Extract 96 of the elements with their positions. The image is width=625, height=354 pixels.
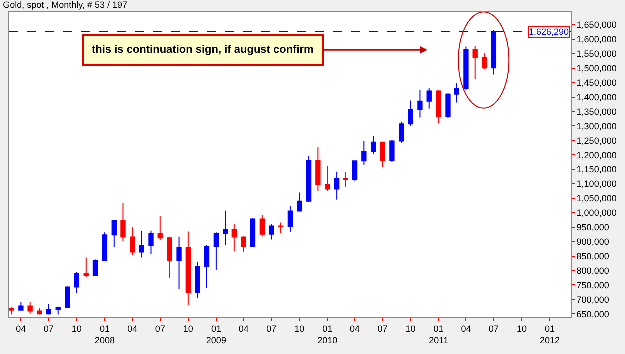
x-tick-label: 04 xyxy=(16,324,26,334)
candlestick xyxy=(306,156,312,203)
y-tick-label: 900,000 xyxy=(576,236,610,247)
y-tick-label: 1,500,000 xyxy=(576,64,617,74)
candlestick xyxy=(214,232,220,271)
candlestick xyxy=(9,306,14,316)
y-tick-label: 950,000 xyxy=(576,222,610,233)
candlestick xyxy=(241,236,246,252)
x-tick-label: 04 xyxy=(461,324,472,334)
x-tick-label: 10 xyxy=(183,324,194,334)
candlestick xyxy=(112,220,117,248)
y-tick-label: 1,100,000 xyxy=(576,179,617,190)
y-tick-label: 1,150,000 xyxy=(576,164,617,175)
candlestick xyxy=(167,236,172,278)
x-tick-label: 10 xyxy=(516,324,527,334)
x-tick-label: 04 xyxy=(350,324,360,334)
candlestick xyxy=(268,224,274,240)
candlestick xyxy=(446,92,451,119)
x-tick-label: 07 xyxy=(266,324,277,334)
x-tick-label: 01 2012 xyxy=(540,324,560,346)
candlestick xyxy=(65,286,70,309)
y-tick-label: 1,450,000 xyxy=(576,78,617,88)
ref-line-label: 1,626,290 xyxy=(529,27,570,37)
annotation: this is continuation sign, if august confirm xyxy=(92,44,314,56)
candlestick xyxy=(334,171,340,200)
candlestick xyxy=(418,90,423,118)
y-tick-label: 1,000,000 xyxy=(576,208,617,218)
y-tick-label: 1,400,000 xyxy=(576,92,617,102)
candlestick xyxy=(195,262,200,299)
x-tick-label: 07 xyxy=(44,324,54,334)
candlestick xyxy=(250,218,256,248)
y-tick-label: 1,300,000 xyxy=(576,121,617,132)
x-tick-label: 04 xyxy=(128,324,138,334)
candlestick xyxy=(362,140,367,166)
candlestick xyxy=(260,215,266,238)
candlestick xyxy=(297,192,302,212)
candlestick xyxy=(454,82,460,104)
candlestick xyxy=(371,136,376,155)
candlestick xyxy=(288,205,294,232)
candlestick xyxy=(37,308,42,316)
y-tick-label: 1,200,000 xyxy=(576,150,617,160)
candlestick xyxy=(186,231,191,306)
x-tick-label: 10 xyxy=(294,324,305,334)
x-tick-label: 01 2008 xyxy=(94,324,115,346)
candlestick xyxy=(148,230,154,254)
candlestick xyxy=(343,172,348,188)
y-tick-label: 750,000 xyxy=(576,280,610,290)
x-tick-label: 07 xyxy=(378,324,388,334)
x-tick-label: 07 xyxy=(488,324,499,334)
x-tick-label: 04 xyxy=(238,324,249,334)
y-tick-label: 700,000 xyxy=(576,294,610,305)
x-tick-label: 10 xyxy=(406,324,416,334)
candlestick xyxy=(316,146,321,192)
y-tick-label: 850,000 xyxy=(576,251,610,262)
y-tick-label: 1,600,000 xyxy=(576,34,617,45)
candlestick xyxy=(56,306,61,316)
candlestick xyxy=(464,46,469,91)
candlestick xyxy=(84,257,89,278)
candlestick xyxy=(325,166,330,192)
candlestick xyxy=(92,259,98,277)
candlestick xyxy=(74,272,80,294)
candlestick xyxy=(472,46,478,80)
candlestick xyxy=(102,232,108,262)
y-tick-label: 1,350,000 xyxy=(576,106,617,117)
candlestick xyxy=(223,210,228,246)
y-tick-label: 650,000 xyxy=(576,309,610,320)
x-tick-label: 01 2010 xyxy=(318,324,338,346)
y-tick-label: 800,000 xyxy=(576,266,610,276)
candlestick xyxy=(204,244,210,289)
candlestick xyxy=(46,303,52,316)
x-tick-label: 01 2011 xyxy=(429,324,448,346)
candlestick xyxy=(408,100,414,127)
candlestick xyxy=(380,142,386,168)
candlestick xyxy=(139,230,144,258)
x-tick-label: 07 xyxy=(155,324,166,334)
candlestick xyxy=(176,236,182,290)
y-tick-label: 1,550,000 xyxy=(576,49,617,60)
candlestick xyxy=(130,227,136,256)
candlestick xyxy=(18,301,24,312)
candlestick xyxy=(482,52,488,70)
y-tick-label: 1,650,000 xyxy=(576,20,617,30)
candlestick xyxy=(436,90,442,124)
candlestick xyxy=(390,140,395,163)
x-tick-label: 10 xyxy=(72,324,82,334)
candlestick xyxy=(399,121,404,144)
candlestick xyxy=(120,202,126,242)
chart-title: Gold, spot , Monthly, # 53 / 197 xyxy=(3,0,128,10)
y-tick-label: 1,050,000 xyxy=(576,194,617,204)
y-tick-label: 1,250,000 xyxy=(576,136,617,146)
candlestick xyxy=(28,301,33,314)
candlestick xyxy=(426,88,432,110)
x-tick-label: 01 2009 xyxy=(206,324,226,346)
candlestick xyxy=(352,160,358,182)
candlestick xyxy=(158,216,163,241)
candlestick xyxy=(232,224,237,252)
candlestick xyxy=(278,222,284,234)
